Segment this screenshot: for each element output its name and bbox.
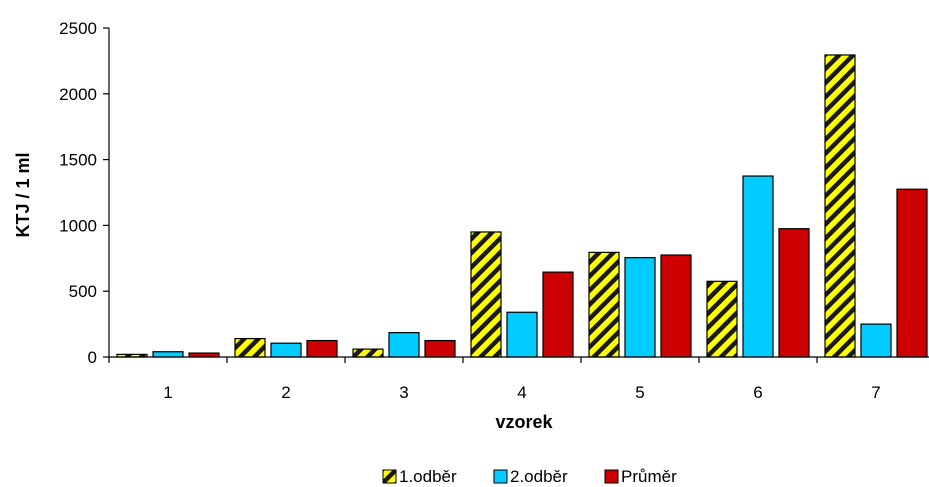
x-tick-label: 1: [163, 383, 172, 402]
bars-group: [116, 54, 928, 358]
y-axis-title: KTJ / 1 ml: [13, 152, 33, 237]
bar-series-1-cat-5: [588, 251, 620, 358]
labels-group: 0 500 1000 1500 2000 2500 1 2 3 4 5 6 7: [59, 19, 881, 402]
legend-swatch-series-1: [382, 469, 397, 484]
legend-label-series-2: 2.odběr: [510, 467, 568, 486]
bar-series-3-cat-3: [424, 339, 456, 358]
bar-series-2-cat-6: [742, 175, 774, 358]
bar-series-2-cat-7: [860, 323, 892, 358]
bar-series-2-cat-5: [624, 257, 656, 358]
x-axis-title: vzorek: [495, 412, 553, 432]
legend-swatch-series-2: [493, 469, 508, 484]
y-tick-label: 2000: [59, 85, 97, 104]
legend-item-series-1[interactable]: 1.odběr: [382, 467, 457, 486]
bar-series-2-cat-4: [506, 311, 538, 358]
y-tick-label: 2500: [59, 19, 97, 38]
x-tick-label: 5: [635, 383, 644, 402]
bar-series-1-cat-7: [824, 54, 856, 358]
x-tick-label: 4: [517, 383, 526, 402]
legend-label-series-1: 1.odběr: [399, 467, 457, 486]
y-tick-label: 500: [69, 282, 97, 301]
bar-series-1-cat-6: [706, 280, 738, 358]
y-tick-label: 0: [88, 348, 97, 367]
bar-series-2-cat-3: [388, 332, 420, 358]
x-tick-label: 3: [399, 383, 408, 402]
bar-series-3-cat-4: [542, 271, 574, 358]
legend-swatch-series-3: [604, 469, 619, 484]
bar-series-3-cat-6: [778, 228, 810, 358]
bar-series-2-cat-2: [270, 342, 302, 358]
bar-series-3-cat-5: [660, 254, 692, 358]
axes-group: [103, 27, 929, 363]
y-tick-label: 1000: [59, 216, 97, 235]
legend-item-series-2[interactable]: 2.odběr: [493, 467, 568, 486]
bar-series-1-cat-2: [234, 337, 266, 358]
bar-series-3-cat-2: [306, 339, 338, 358]
x-tick-label: 7: [871, 383, 880, 402]
legend-label-series-3: Průměr: [621, 467, 677, 486]
x-tick-label: 2: [281, 383, 290, 402]
bar-series-2-cat-1: [152, 351, 184, 358]
bar-series-3-cat-7: [896, 188, 928, 358]
x-tick-label: 6: [753, 383, 762, 402]
legend-item-series-3[interactable]: Průměr: [604, 467, 677, 486]
bar-series-1-cat-3: [352, 348, 384, 358]
legend: 1.odběr 2.odběr Průměr: [382, 467, 677, 486]
bar-series-1-cat-4: [470, 231, 502, 358]
y-tick-label: 1500: [59, 151, 97, 170]
